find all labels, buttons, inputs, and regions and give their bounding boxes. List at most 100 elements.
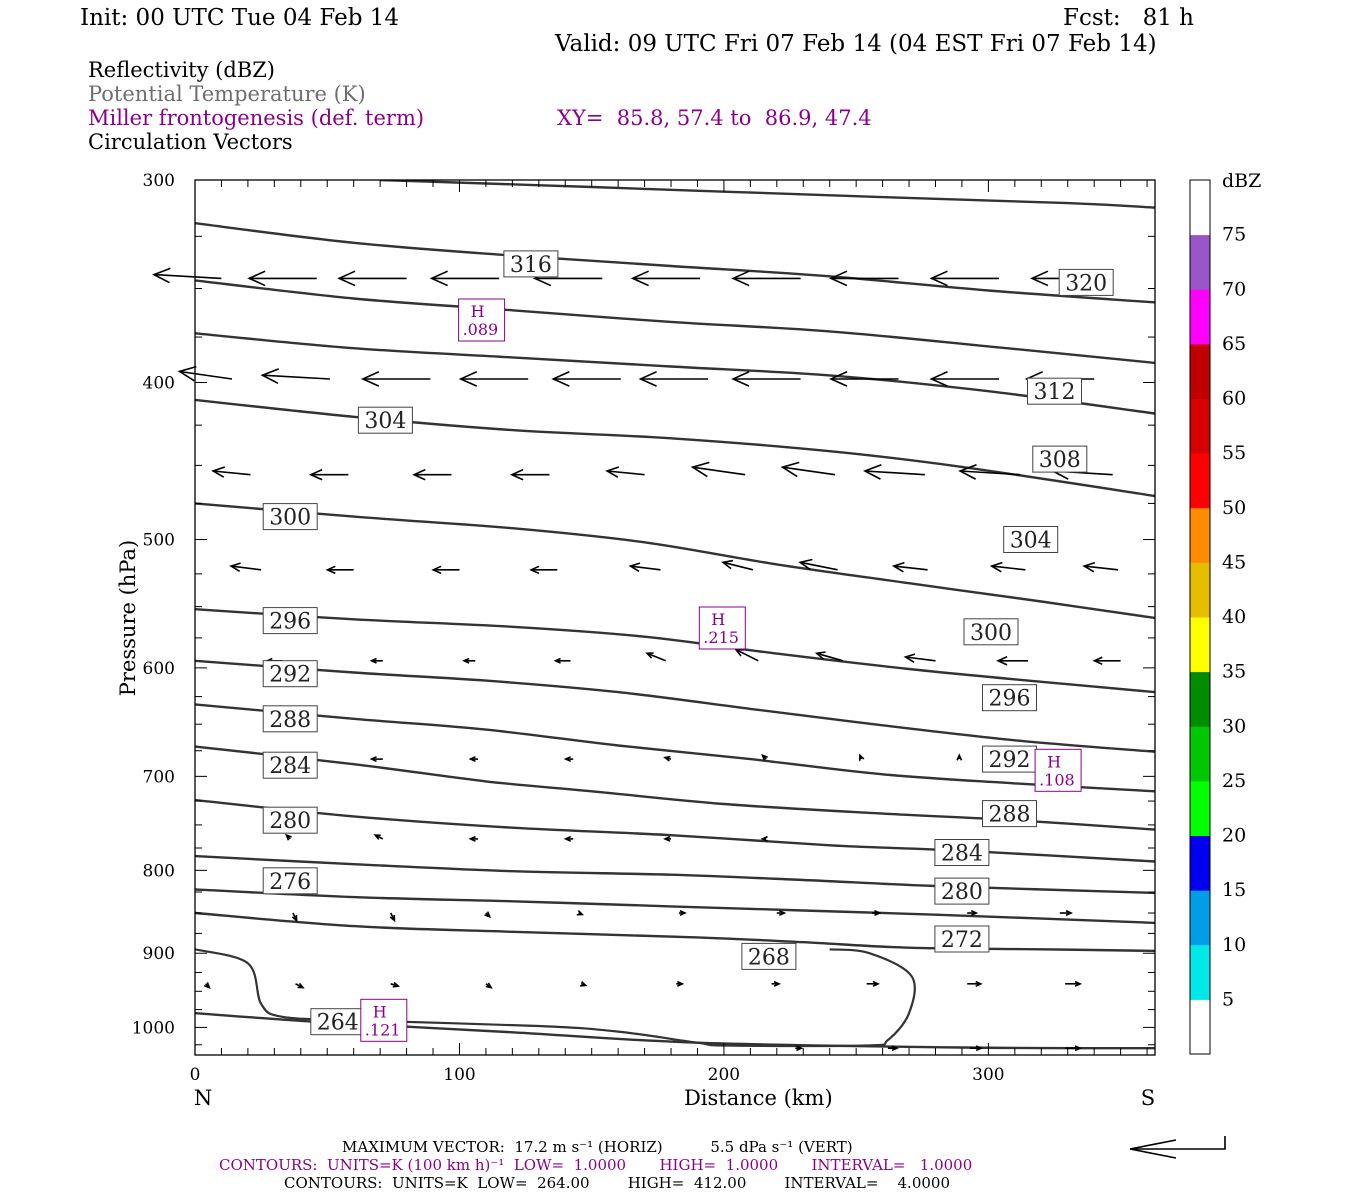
y-tick-label: 300 <box>143 171 175 191</box>
vector-head <box>891 1045 899 1052</box>
vector-head <box>858 753 865 761</box>
vector-arrow <box>989 561 1026 573</box>
vector-arrow <box>151 267 222 284</box>
theta-contour-300 <box>195 502 1155 620</box>
colorbar-label: 40 <box>1222 606 1246 628</box>
vector-shaft <box>231 565 262 571</box>
theta-label-text: 284 <box>941 842 983 867</box>
colorbar-segment <box>1190 398 1210 454</box>
vector-arrow <box>628 562 661 572</box>
vector-arrow <box>369 756 383 763</box>
vector-head <box>605 466 620 478</box>
y-tick-label: 600 <box>143 659 175 679</box>
colorbar-segment <box>1190 617 1210 673</box>
theta-label-284: 284 <box>262 751 318 779</box>
vector-head <box>1065 910 1073 916</box>
vector-head <box>996 656 1008 666</box>
theta-label-text: 272 <box>941 928 983 953</box>
theta-label-box <box>1058 268 1114 296</box>
vector-arrow <box>829 371 899 387</box>
vector-head <box>211 466 226 478</box>
vector-arrow <box>780 461 836 478</box>
max-label: H <box>471 302 485 321</box>
vector-head <box>645 652 654 659</box>
y-tick-label: 700 <box>143 767 175 787</box>
theta-label-text: 288 <box>269 708 311 733</box>
x-tick-label: 0 <box>190 1065 201 1085</box>
max-value: .089 <box>463 320 499 339</box>
circulation-vectors <box>151 267 1121 1052</box>
max-value: .215 <box>703 628 739 647</box>
vector-arrow <box>369 657 383 664</box>
theta-label-288: 288 <box>262 705 318 733</box>
theta-label-text: 300 <box>269 506 311 531</box>
vector-head <box>308 468 323 481</box>
theta-label-292: 292 <box>262 660 318 688</box>
vector-head <box>630 270 649 287</box>
theta-label-292: 292 <box>982 745 1037 773</box>
vector-head <box>798 558 813 571</box>
frontogenesis-max: H.121 <box>360 998 408 1042</box>
vector-arrow <box>771 980 781 987</box>
theta-label-text: 304 <box>364 409 406 434</box>
vector-arrow <box>295 982 305 989</box>
theta-label-276: 276 <box>262 867 318 895</box>
vector-head <box>734 648 745 657</box>
vector-head <box>773 980 781 987</box>
vector-head <box>369 657 377 664</box>
valid-time: Valid: 09 UTC Fri 07 Feb 14 (04 EST Fri … <box>555 31 1157 57</box>
max-value: .121 <box>365 1020 401 1039</box>
vector-head <box>760 835 768 842</box>
plot-border <box>194 179 1156 1056</box>
vector-arrow <box>177 365 233 382</box>
vector-arrow <box>858 753 865 761</box>
vector-head <box>468 835 476 842</box>
vector-head <box>247 270 266 287</box>
x-axis-label: Distance (km) <box>684 1086 833 1110</box>
vector-arrow <box>1082 561 1119 573</box>
vector-head <box>862 464 882 480</box>
vector-head <box>761 753 768 761</box>
colorbar-label: 10 <box>1222 934 1246 956</box>
reflectivity-colorbar: 5 10 15 20 25 30 35 40 45 50 55 60 65 70 75 dBZ <box>1189 170 1261 1055</box>
theta-label-304: 304 <box>1003 526 1059 554</box>
y-tick-label: 500 <box>143 531 175 551</box>
vector-shaft <box>212 470 251 476</box>
vector-head <box>903 653 916 663</box>
theta-label-text: 280 <box>941 880 983 905</box>
vector-arrow <box>291 912 298 923</box>
theta-label-box <box>934 839 990 866</box>
colorbar-label: 25 <box>1222 770 1246 792</box>
vector-head <box>485 982 493 989</box>
vector-head <box>679 910 687 916</box>
vector-arrow <box>1065 980 1083 987</box>
vector-arrow <box>485 982 493 989</box>
theta-label-316: 316 <box>503 250 559 278</box>
colorbar-segment <box>1190 562 1210 618</box>
vector-head <box>721 559 734 570</box>
vector-arrow <box>956 753 963 761</box>
vector-arrow <box>325 565 354 575</box>
vector-arrow <box>551 371 621 387</box>
theta-contour-288 <box>195 703 1155 793</box>
colorbar-label: 55 <box>1222 442 1246 464</box>
vector-arrow <box>509 468 550 481</box>
vector-arrow <box>468 835 478 842</box>
theta-label-304: 304 <box>357 406 413 434</box>
vector-arrow <box>731 371 801 387</box>
vector-arrow <box>260 368 330 384</box>
theta-label-308: 308 <box>1032 445 1088 473</box>
vector-arrow <box>580 981 588 987</box>
vector-head <box>796 1045 804 1052</box>
colorbar-segment <box>1190 289 1210 345</box>
vector-head <box>297 982 305 989</box>
theta-label-300: 300 <box>963 618 1019 646</box>
vector-shaft <box>905 656 936 662</box>
theta-label-box <box>1003 526 1059 553</box>
vector-arrow <box>389 912 396 923</box>
vector-shaft <box>816 652 844 662</box>
vector-head <box>553 657 561 664</box>
theta-contour-296 <box>195 608 1155 694</box>
theta-label-320: 320 <box>1058 268 1114 296</box>
